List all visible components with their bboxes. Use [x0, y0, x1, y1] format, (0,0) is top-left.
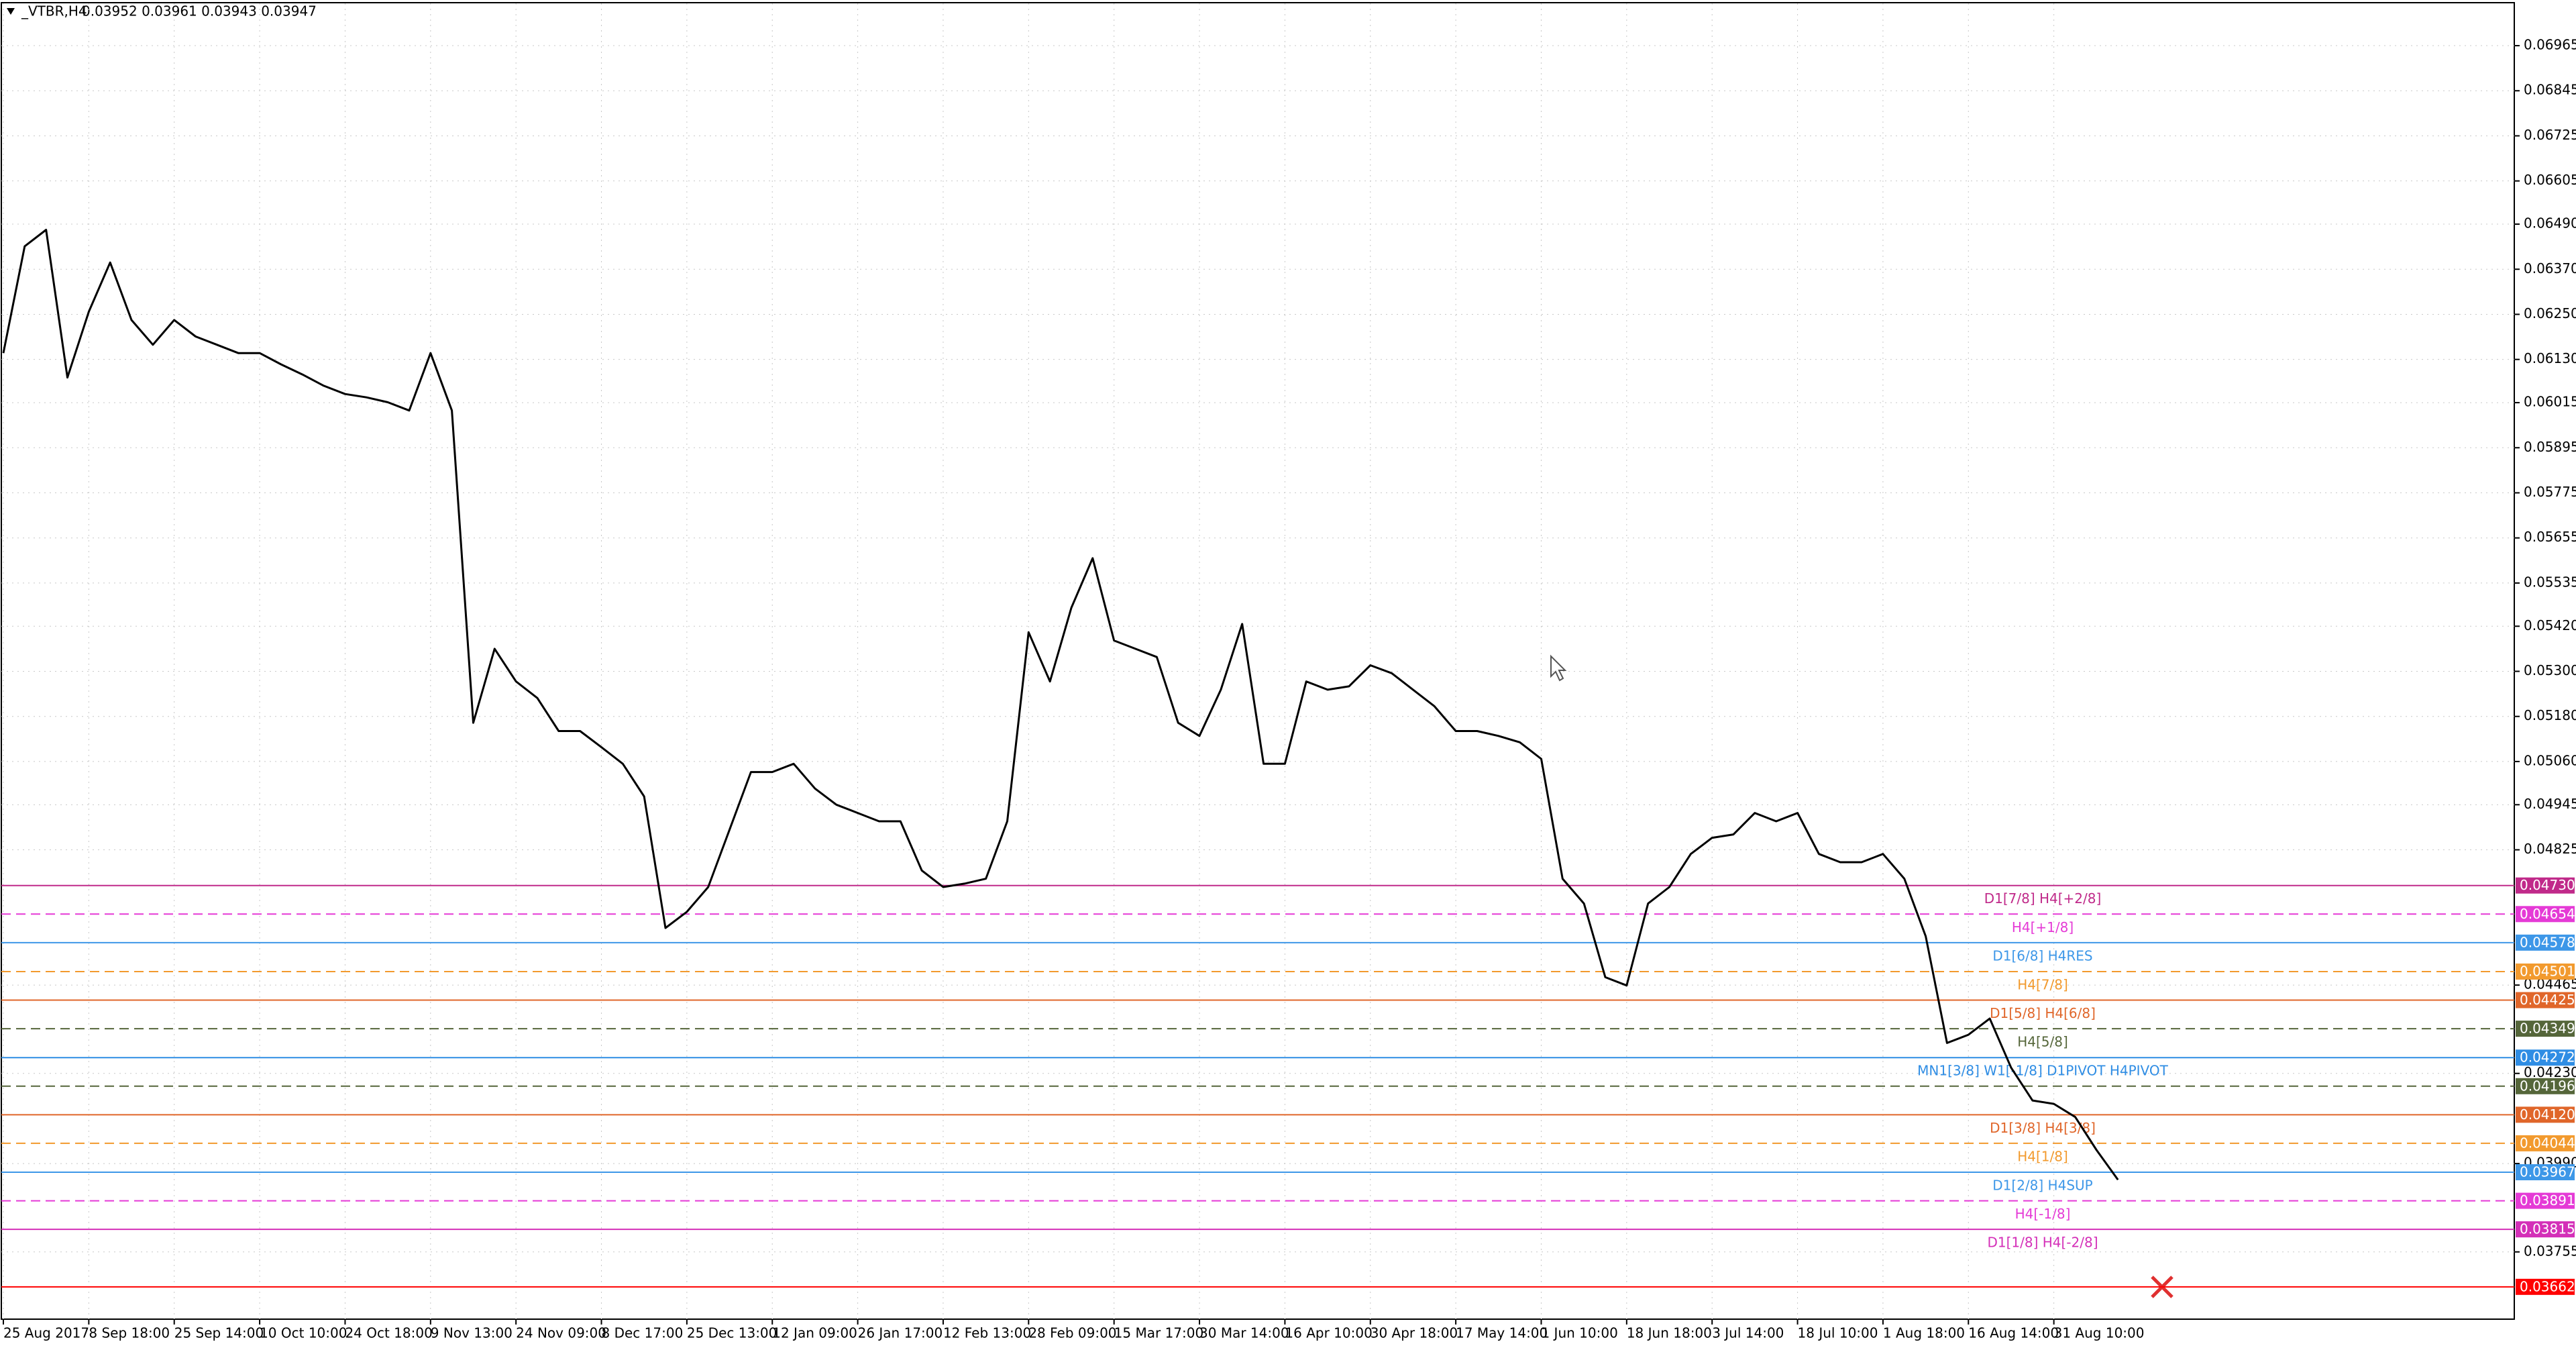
price-box-label: 0.03815 — [2520, 1221, 2575, 1237]
price-box — [2516, 963, 2575, 980]
ohlc-text: 0.03952 0.03961 0.03943 0.03947 — [82, 3, 317, 19]
menu-triangle[interactable] — [7, 8, 15, 15]
plot-frame — [1, 2, 2515, 1320]
y-tick-label: 0.05180 — [2524, 707, 2576, 723]
price-line — [2, 229, 2119, 1181]
price-box-label: 0.04044 — [2520, 1135, 2575, 1151]
x-tick-label: 17 May 14:00 — [1456, 1325, 1548, 1341]
level-label: D1[1/8] H4[-2/8] — [1987, 1235, 2098, 1251]
price-box — [2516, 1221, 2575, 1238]
x-tick-label: 28 Feb 09:00 — [1028, 1325, 1116, 1341]
x-tick-label: 26 Jan 17:00 — [858, 1325, 943, 1341]
price-box — [2516, 1021, 2575, 1037]
price-box — [2516, 1164, 2575, 1181]
x-tick-label: 8 Sep 18:00 — [89, 1325, 170, 1341]
x-tick-label: 8 Dec 17:00 — [602, 1325, 684, 1341]
x-tick-label: 24 Nov 09:00 — [516, 1325, 606, 1341]
y-tick-label: 0.06250 — [2524, 305, 2576, 321]
price-box — [2516, 1078, 2575, 1094]
price-box — [2516, 1278, 2575, 1295]
y-tick-label: 0.05655 — [2524, 529, 2576, 545]
y-tick-label: 0.03755 — [2524, 1243, 2576, 1259]
grid — [1, 3, 2514, 1319]
price-box-label: 0.04654 — [2520, 906, 2575, 922]
y-tick-label: 0.06015 — [2524, 394, 2576, 410]
x-tick-label: 24 Oct 18:00 — [345, 1325, 432, 1341]
symbol-title: _VTBR,H4 — [21, 3, 87, 19]
y-tick-label: 0.06490 — [2524, 215, 2576, 231]
price-box-label: 0.03662 — [2520, 1278, 2575, 1294]
y-tick-label: 0.04825 — [2524, 841, 2576, 857]
price-box-label: 0.03967 — [2520, 1164, 2575, 1180]
x-tick-label: 25 Dec 13:00 — [687, 1325, 777, 1341]
x-tick-label: 15 Mar 17:00 — [1114, 1325, 1204, 1341]
y-tick-label: 0.06370 — [2524, 260, 2576, 276]
price-box — [2516, 1192, 2575, 1209]
y-tick-label: 0.05060 — [2524, 752, 2576, 768]
mouse-cursor — [1550, 654, 1567, 682]
price-box — [2516, 1135, 2575, 1151]
x-tick-label: 31 Aug 10:00 — [2054, 1325, 2145, 1341]
x-tick-label: 30 Mar 14:00 — [1199, 1325, 1289, 1341]
y-tick-label: 0.05895 — [2524, 439, 2576, 455]
x-tick-label: 1 Aug 18:00 — [1883, 1325, 1965, 1341]
y-tick-label: 0.04230 — [2524, 1064, 2576, 1080]
level-label: H4[5/8] — [2017, 1034, 2068, 1050]
x-tick-label: 25 Aug 2017 — [3, 1325, 89, 1341]
level-label: MN1[3/8] W1[-1/8] D1PIVOT H4PIVOT — [1917, 1063, 2168, 1079]
price-box-label: 0.04349 — [2520, 1021, 2575, 1037]
price-box — [2516, 992, 2575, 1008]
price-box-label: 0.04501 — [2520, 963, 2575, 979]
price-box — [2516, 1049, 2575, 1066]
y-tick-label: 0.04945 — [2524, 796, 2576, 812]
y-tick-label: 0.05775 — [2524, 484, 2576, 500]
y-tick-label: 0.06845 — [2524, 82, 2576, 98]
level-label: H4[1/8] — [2017, 1148, 2068, 1164]
price-box — [2516, 877, 2575, 894]
x-tick-label: 18 Jun 18:00 — [1627, 1325, 1712, 1341]
price-box-label: 0.04730 — [2520, 877, 2575, 893]
y-tick-label: 0.06605 — [2524, 172, 2576, 188]
level-label: D1[5/8] H4[6/8] — [1990, 1005, 2096, 1021]
x-tick-label: 12 Feb 13:00 — [943, 1325, 1031, 1341]
x-tick-label: 9 Nov 13:00 — [431, 1325, 513, 1341]
price-box-label: 0.04578 — [2520, 934, 2575, 950]
price-box — [2516, 934, 2575, 951]
price-box — [2516, 906, 2575, 923]
price-box-label: 0.04196 — [2520, 1078, 2575, 1094]
price-box — [2516, 1106, 2575, 1123]
level-label: H4[7/8] — [2017, 976, 2068, 992]
y-tick-label: 0.06965 — [2524, 37, 2576, 53]
level-label: H4[-1/8] — [2015, 1206, 2071, 1222]
x-tick-label: 12 Jan 09:00 — [772, 1325, 857, 1341]
x-tick-label: 16 Apr 10:00 — [1285, 1325, 1372, 1341]
x-tick-label: 1 Jun 10:00 — [1541, 1325, 1617, 1341]
level-label: D1[7/8] H4[+2/8] — [1984, 890, 2102, 907]
x-tick-label: 10 Oct 10:00 — [260, 1325, 347, 1341]
y-tick-label: 0.05420 — [2524, 617, 2576, 633]
price-box-label: 0.04272 — [2520, 1049, 2575, 1066]
price-box-label: 0.03891 — [2520, 1192, 2575, 1208]
level-label: D1[2/8] H4SUP — [1992, 1178, 2092, 1194]
price-box-label: 0.04120 — [2520, 1106, 2575, 1123]
x-tick-label: 30 Apr 18:00 — [1371, 1325, 1458, 1341]
y-tick-label: 0.06725 — [2524, 127, 2576, 143]
price-box-label: 0.04425 — [2520, 992, 2575, 1008]
level-label: D1[6/8] H4RES — [1992, 947, 2092, 964]
x-tick-label: 3 Jul 14:00 — [1712, 1325, 1784, 1341]
y-tick-label: 0.05300 — [2524, 662, 2576, 678]
x-tick-label: 16 Aug 14:00 — [1968, 1325, 2059, 1341]
y-tick-label: 0.05535 — [2524, 574, 2576, 590]
y-tick-label: 0.06130 — [2524, 350, 2576, 366]
x-tick-label: 25 Sep 14:00 — [174, 1325, 264, 1341]
level-label: H4[+1/8] — [2012, 919, 2074, 935]
x-tick-label: 18 Jul 10:00 — [1798, 1325, 1878, 1341]
